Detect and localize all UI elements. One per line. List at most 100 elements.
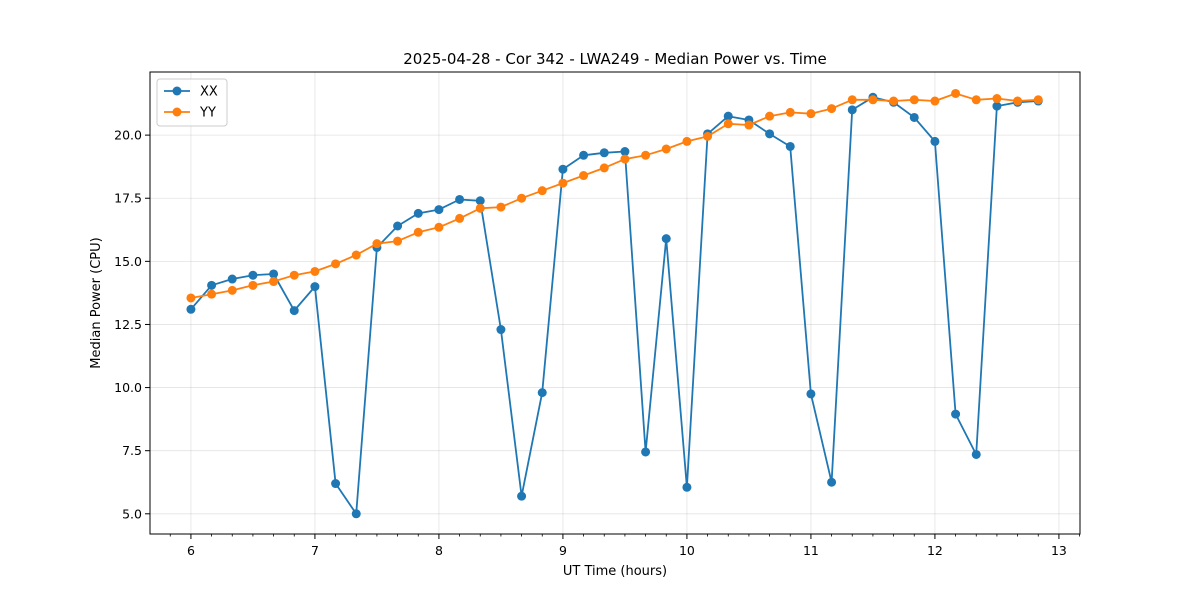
data-point-yy — [930, 96, 940, 106]
data-point-yy — [310, 266, 320, 276]
data-point-yy — [620, 154, 630, 164]
data-point-yy — [496, 202, 506, 212]
data-point-xx — [289, 306, 299, 316]
data-point-xx — [765, 129, 775, 139]
data-point-xx — [682, 482, 692, 492]
x-axis: 6 7 8 9 10 11 12 13 — [169, 534, 1080, 558]
data-point-xx — [620, 147, 630, 157]
data-point-yy — [785, 107, 795, 117]
x-tick-label: 9 — [559, 543, 567, 558]
data-point-yy — [331, 259, 341, 269]
data-point-yy — [827, 104, 837, 114]
data-point-xx — [496, 325, 506, 335]
data-point-xx — [827, 477, 837, 487]
data-point-xx — [558, 164, 568, 174]
data-point-yy — [909, 95, 919, 105]
x-tick-label: 7 — [311, 543, 319, 558]
data-point-xx — [248, 270, 258, 280]
data-point-xx — [537, 388, 547, 398]
y-tick-label: 10.0 — [114, 380, 142, 395]
data-point-xx — [806, 389, 816, 399]
data-point-yy — [971, 95, 981, 105]
data-point-yy — [682, 136, 692, 146]
data-point-yy — [269, 277, 279, 287]
data-point-xx — [930, 136, 940, 146]
y-tick-label: 20.0 — [114, 128, 142, 143]
y-tick-label: 15.0 — [114, 254, 142, 269]
data-point-yy — [806, 109, 816, 119]
x-tick-label: 10 — [679, 543, 695, 558]
data-point-yy — [868, 95, 878, 105]
legend-label-yy: YY — [199, 106, 216, 121]
data-point-yy — [599, 163, 609, 173]
x-tick-label: 11 — [803, 543, 819, 558]
data-point-yy — [248, 280, 258, 290]
data-point-xx — [455, 194, 465, 204]
data-point-xx — [579, 150, 589, 160]
data-point-xx — [393, 221, 403, 231]
data-point-yy — [227, 285, 237, 295]
data-point-xx — [951, 409, 961, 419]
data-point-xx — [992, 101, 1002, 111]
data-point-yy — [455, 213, 465, 223]
data-point-yy — [847, 95, 857, 105]
data-point-yy — [723, 119, 733, 129]
data-point-yy — [992, 94, 1002, 104]
legend: XX YY — [156, 78, 228, 127]
y-tick-label: 17.5 — [114, 191, 142, 206]
y-axis: 5.0 7.5 10.0 12.5 15.0 17.5 20.0 — [114, 128, 150, 521]
data-point-xx — [785, 141, 795, 151]
data-point-yy — [889, 96, 899, 106]
data-point-yy — [372, 239, 382, 249]
data-point-xx — [227, 274, 237, 284]
data-point-xx — [847, 105, 857, 115]
data-point-xx — [599, 148, 609, 158]
data-point-yy — [207, 289, 217, 299]
data-point-yy — [434, 222, 444, 232]
grid — [150, 72, 1080, 534]
data-point-yy — [475, 203, 485, 213]
legend-marker-yy — [172, 107, 182, 117]
data-point-yy — [661, 144, 671, 154]
data-point-yy — [289, 270, 299, 280]
legend-marker-xx — [172, 86, 182, 96]
data-point-yy — [1013, 96, 1023, 106]
data-point-xx — [434, 205, 444, 215]
data-point-yy — [951, 88, 961, 98]
data-point-yy — [558, 178, 568, 188]
data-point-yy — [765, 111, 775, 121]
data-point-yy — [579, 171, 589, 181]
x-tick-label: 6 — [187, 543, 195, 558]
data-point-yy — [537, 186, 547, 196]
series-layer — [186, 88, 1043, 519]
data-point-xx — [186, 304, 196, 314]
data-point-yy — [186, 293, 196, 303]
data-point-xx — [723, 111, 733, 121]
x-tick-label: 12 — [927, 543, 943, 558]
data-point-xx — [269, 269, 279, 279]
data-point-xx — [517, 491, 527, 501]
y-axis-label: Median Power (CPU) — [89, 237, 104, 368]
data-point-yy — [413, 227, 423, 237]
x-axis-label: UT Time (hours) — [563, 564, 667, 579]
legend-label-xx: XX — [200, 85, 218, 100]
data-point-yy — [703, 131, 713, 141]
data-point-yy — [1033, 95, 1043, 105]
y-tick-label: 7.5 — [122, 443, 142, 458]
y-tick-label: 12.5 — [114, 317, 142, 332]
data-point-yy — [641, 150, 651, 160]
data-point-xx — [641, 447, 651, 457]
x-tick-label: 13 — [1051, 543, 1067, 558]
data-point-yy — [744, 120, 754, 130]
data-point-xx — [331, 479, 341, 489]
data-point-xx — [351, 509, 361, 519]
y-tick-label: 5.0 — [122, 506, 142, 521]
data-point-xx — [310, 282, 320, 292]
data-point-xx — [413, 208, 423, 218]
x-tick-label: 8 — [435, 543, 443, 558]
data-point-yy — [393, 236, 403, 246]
data-point-xx — [475, 196, 485, 206]
data-point-yy — [517, 193, 527, 203]
data-point-xx — [661, 234, 671, 244]
